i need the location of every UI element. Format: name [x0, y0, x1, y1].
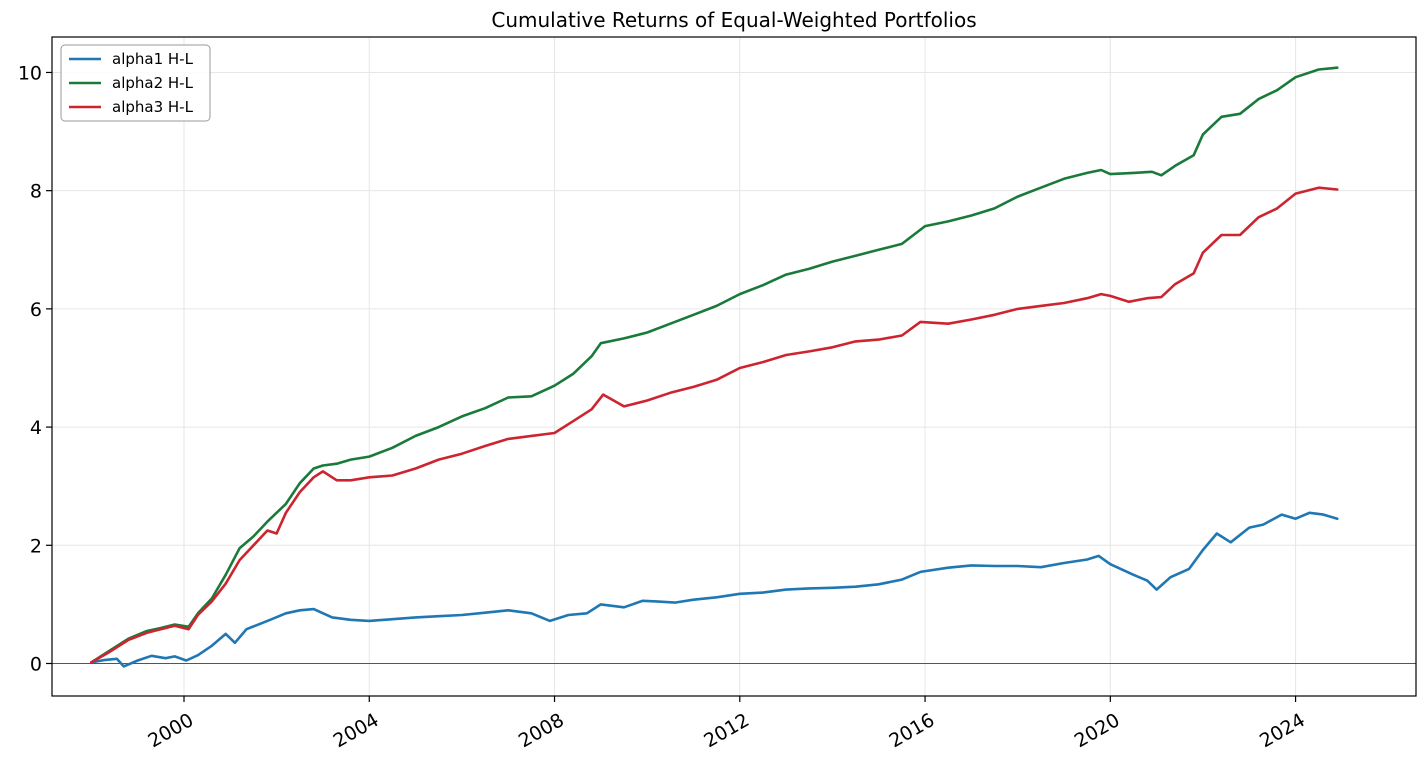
series-layer [90, 66, 1339, 668]
y-tick-label-0: 0 [30, 653, 42, 675]
y-tick-label-2: 2 [30, 535, 42, 557]
y-tick-label-10: 10 [18, 62, 42, 84]
legend-label-alpha2: alpha2 H-L [112, 74, 194, 92]
y-tick-label-4: 4 [30, 417, 42, 439]
chart-title: Cumulative Returns of Equal-Weighted Por… [491, 8, 976, 32]
legend-box [60, 44, 211, 122]
y-tick-label-8: 8 [30, 181, 42, 203]
grid [52, 37, 1416, 696]
legend: alpha1 H-L alpha2 H-L alpha3 H-L [60, 44, 211, 122]
series-line-alpha1 [90, 511, 1339, 668]
legend-label-alpha1: alpha1 H-L [112, 50, 194, 68]
plot-frame [51, 36, 1417, 697]
series-line-alpha2 [90, 66, 1339, 664]
series-line-alpha3 [90, 186, 1339, 664]
y-axis-ticks: 0 2 4 6 8 10 [18, 62, 52, 675]
y-tick-label-6: 6 [30, 299, 42, 321]
legend-label-alpha3: alpha3 H-L [112, 98, 194, 116]
